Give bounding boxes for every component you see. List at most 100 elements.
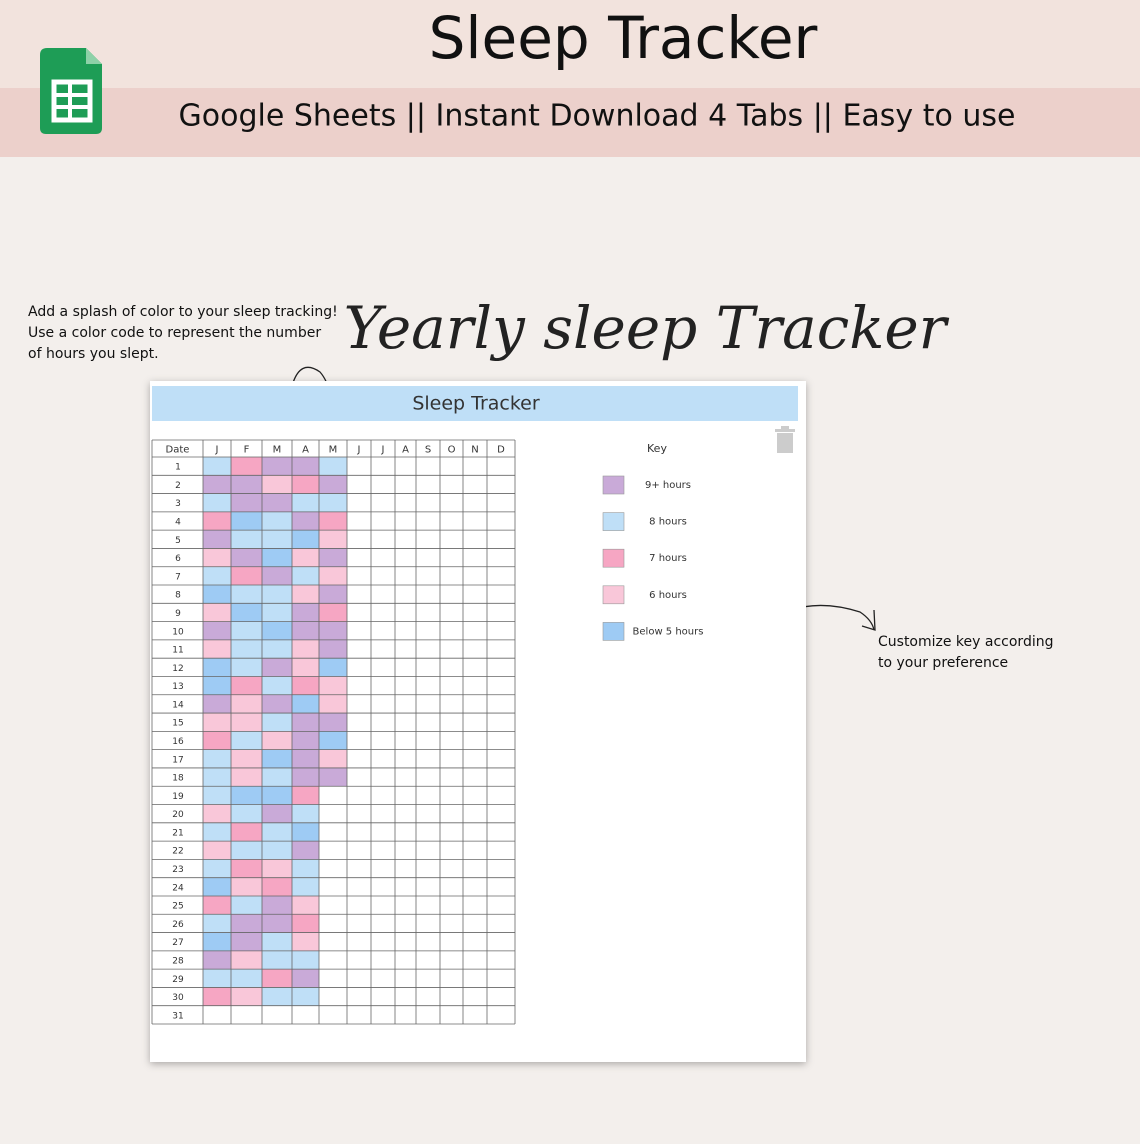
sleep-cell [203, 585, 231, 604]
sleep-cell [262, 639, 292, 659]
date-label: 9 [175, 609, 181, 619]
date-label: 13 [172, 682, 183, 692]
column-header: J [357, 445, 361, 456]
sleep-cell [231, 585, 262, 604]
date-label: 22 [172, 847, 183, 857]
sleep-cell [203, 950, 231, 970]
date-label: 7 [175, 572, 181, 582]
key-title: Key [647, 442, 667, 455]
sleep-cell [262, 694, 292, 714]
sleep-cell [262, 767, 292, 787]
sleep-cell [231, 676, 262, 695]
date-label: 28 [172, 956, 184, 966]
sleep-cell [203, 786, 231, 805]
sleep-cell [231, 841, 262, 860]
key-label: 7 hours [649, 553, 687, 564]
sleep-cell [292, 530, 319, 549]
sleep-cell [262, 749, 292, 768]
sleep-cell [292, 877, 319, 896]
page-title: Sleep Tracker [429, 4, 818, 72]
sleep-cell [262, 731, 292, 750]
sleep-cell [292, 804, 319, 823]
sleep-cell [292, 676, 319, 695]
sleep-cell [231, 731, 262, 750]
sleep-cell [292, 969, 319, 988]
column-header: O [448, 445, 456, 456]
column-header: D [497, 445, 505, 456]
sleep-cell [292, 914, 319, 933]
sleep-cell [203, 987, 231, 1006]
sleep-cell [262, 548, 292, 567]
sleep-cell [231, 914, 262, 933]
annotation: Use a color code to represent the number [28, 325, 321, 341]
sleep-cell [203, 804, 231, 823]
date-label: 19 [172, 792, 184, 802]
sleep-cell [262, 676, 292, 695]
sleep-cell [231, 493, 262, 512]
sleep-cell [319, 548, 347, 567]
column-header: M [329, 445, 338, 456]
sleep-cell [231, 475, 262, 494]
key-swatch [602, 548, 625, 568]
sleep-cell [292, 950, 319, 970]
sleep-cell [292, 786, 319, 805]
sleep-cell [292, 895, 319, 915]
sleep-cell [262, 530, 292, 549]
sleep-cell [262, 859, 292, 878]
sleep-cell [203, 713, 231, 732]
date-label: 30 [172, 993, 184, 1003]
sleep-cell [292, 859, 319, 878]
column-header: A [302, 445, 309, 456]
sleep-cell [203, 603, 231, 622]
sheet-title: Sleep Tracker [412, 393, 540, 415]
date-label: 6 [175, 554, 181, 564]
column-header: J [381, 445, 385, 456]
date-label: 17 [172, 755, 183, 765]
sleep-cell [292, 694, 319, 714]
sleep-cell [262, 786, 292, 805]
sleep-cell [203, 457, 231, 476]
sleep-cell [203, 914, 231, 933]
date-label: 3 [175, 499, 181, 509]
sleep-cell [203, 658, 231, 677]
sleep-cell [203, 530, 231, 549]
sleep-cell [262, 621, 292, 640]
sleep-cell [292, 767, 319, 787]
sleep-cell [262, 713, 292, 732]
sleep-cell [319, 676, 347, 695]
sleep-cell [319, 767, 347, 787]
sleep-cell [231, 859, 262, 878]
sleep-cell [262, 511, 292, 531]
date-label: 27 [172, 938, 183, 948]
sleep-cell [262, 822, 292, 842]
key-swatch [602, 622, 625, 641]
sleep-cell [319, 585, 347, 604]
sleep-cell [203, 841, 231, 860]
page-subtitle: Google Sheets || Instant Download 4 Tabs… [179, 99, 1016, 134]
sleep-cell [262, 658, 292, 677]
sleep-cell [231, 639, 262, 659]
key-swatch [602, 585, 625, 605]
key-label: 8 hours [649, 517, 687, 528]
sleep-cell [292, 731, 319, 750]
column-header: F [244, 445, 250, 456]
sleep-cell [203, 694, 231, 714]
sleep-cell [262, 969, 292, 988]
sleep-cell [319, 566, 347, 586]
sleep-cell [231, 969, 262, 988]
sleep-cell [262, 585, 292, 604]
date-label: 14 [172, 700, 184, 710]
sleep-cell [292, 932, 319, 951]
sleep-cell [319, 530, 347, 549]
sleep-cell [319, 621, 347, 640]
sleep-cell [231, 621, 262, 640]
sleep-cell [319, 603, 347, 622]
annotation: Add a splash of color to your sleep trac… [28, 304, 338, 320]
date-label: 18 [172, 774, 184, 784]
key-label: Below 5 hours [633, 626, 704, 637]
sleep-cell [319, 493, 347, 512]
sleep-cell [262, 932, 292, 951]
sleep-cell [262, 804, 292, 823]
sleep-cell [292, 457, 319, 476]
